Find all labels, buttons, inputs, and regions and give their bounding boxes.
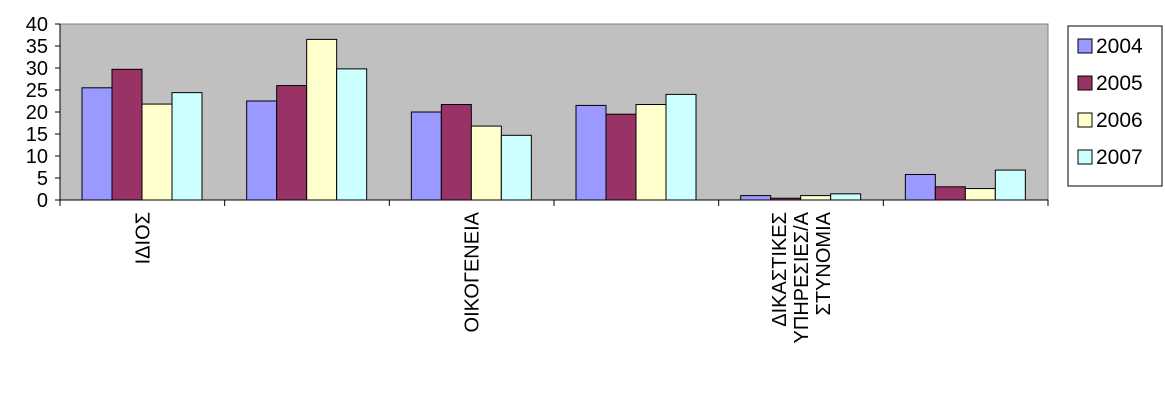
bar-2007-5: [830, 193, 862, 201]
bar-2006-6: [964, 188, 996, 201]
x-category-label-line: ΙΔΙΟΣ: [132, 212, 154, 264]
x-category-label: ΟΙΚΟΓΕΝΕΙΑ: [462, 211, 484, 332]
y-tick-label: 25: [26, 80, 48, 102]
y-tick-label: 15: [26, 124, 48, 146]
bar-2007-1: [171, 92, 203, 201]
bar-2007-2: [336, 68, 368, 201]
bar-2005-5: [770, 197, 802, 201]
legend-swatch-2004: [1077, 38, 1093, 54]
bar-2006-3: [470, 125, 502, 201]
bar-2006-1: [141, 103, 173, 201]
bar-2007-4: [665, 93, 697, 201]
bar-2005-3: [440, 104, 472, 201]
y-tick-label: 10: [26, 146, 48, 168]
bar-2004-1: [81, 87, 113, 201]
x-category-label-line: ΥΠΗΡΕΣΙΕΣ/Α: [791, 211, 813, 343]
y-tick-label: 0: [37, 190, 48, 212]
x-category-label-line: ΟΙΚΟΓΕΝΕΙΑ: [462, 211, 484, 332]
legend-label-2005: 2005: [1096, 72, 1143, 95]
legend-label-2006: 2006: [1096, 109, 1143, 132]
bar-2005-2: [276, 85, 308, 201]
bar-2004-2: [246, 100, 278, 201]
x-category-label-line: ΔΙΚΑΣΤΙΚΕΣ: [769, 212, 791, 327]
bar-2006-4: [635, 104, 667, 201]
y-tick-label: 5: [37, 168, 48, 190]
y-tick-label: 35: [26, 36, 48, 58]
bar-2005-1: [111, 68, 143, 201]
x-category-label-line: ΣΤΥΝΟΜΙΑ: [813, 211, 835, 315]
legend-label-2007: 2007: [1096, 146, 1143, 169]
bar-2004-4: [575, 104, 607, 201]
bar-2006-2: [306, 38, 338, 201]
x-category-label: ΙΔΙΟΣ: [132, 212, 154, 264]
legend-swatch-2005: [1077, 75, 1093, 91]
plot-area: [59, 23, 1049, 201]
legend-swatch-2006: [1077, 112, 1093, 128]
bar-2004-6: [904, 173, 936, 201]
bar-2006-5: [800, 195, 832, 201]
y-tick-label: 30: [26, 58, 48, 80]
bar-2005-4: [605, 113, 637, 201]
bar-2007-3: [500, 134, 532, 201]
bar-2004-5: [740, 195, 772, 201]
bar-2007-6: [994, 169, 1026, 201]
bar-2004-3: [410, 111, 442, 201]
y-tick-label: 40: [26, 14, 48, 36]
bar-2005-6: [934, 186, 966, 201]
legend-swatch-2007: [1077, 149, 1093, 165]
x-category-label: ΔΙΚΑΣΤΙΚΕΣΥΠΗΡΕΣΙΕΣ/ΑΣΤΥΝΟΜΙΑ: [769, 211, 835, 343]
y-tick-label: 20: [26, 102, 48, 124]
legend-label-2004: 2004: [1096, 35, 1143, 58]
